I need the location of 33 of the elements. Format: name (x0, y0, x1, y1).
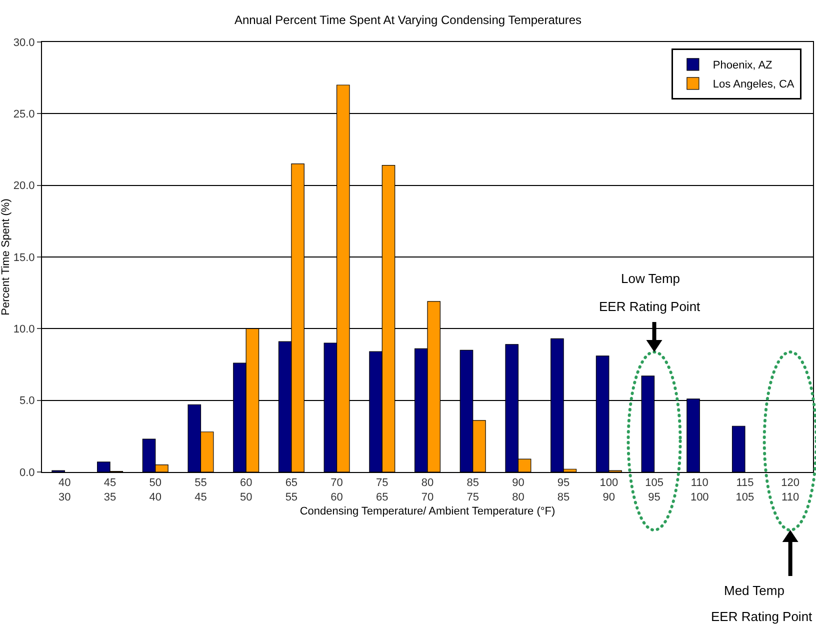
y-tick-label: 20.0 (13, 180, 35, 192)
x-tick-label: 40 30 (58, 477, 71, 504)
x-axis-title: Condensing Temperature/ Ambient Temperature (°F) (300, 506, 556, 518)
x-tick-label: 85 75 (466, 477, 479, 504)
y-tick-label: 30.0 (13, 36, 35, 49)
y-axis-title: Percent Time Spent (%) (0, 198, 12, 316)
x-tick-label: 95 85 (557, 477, 570, 504)
chart-title: Annual Percent Time Spent At Varying Condensing Temperatures (234, 13, 582, 28)
x-tick-label: 120 110 (781, 477, 800, 504)
x-tick-label: 115 105 (736, 477, 754, 504)
x-tick-label: 75 65 (376, 477, 388, 504)
x-tick-label: 105 95 (645, 477, 664, 504)
y-tick-label: 15.0 (13, 252, 35, 264)
x-tick-label: 100 90 (600, 477, 618, 504)
x-tick-label: 80 70 (421, 477, 434, 504)
x-tick-label: 60 50 (240, 477, 252, 504)
x-tick-label: 90 80 (512, 477, 524, 504)
legend-label: Phoenix, AZ (712, 60, 773, 72)
legend-label: Los Angeles, CA (712, 78, 795, 91)
y-tick-label: 0.0 (20, 466, 35, 479)
text: EER Rating Point (711, 609, 813, 624)
x-tick-label: 50 40 (149, 477, 162, 504)
y-tick-label: 10.0 (13, 324, 35, 336)
annotation: EER Rating Point (599, 299, 701, 314)
text: Med Temp (724, 583, 784, 598)
x-tick-label: 65 55 (285, 477, 298, 504)
annotation: Low Temp (621, 271, 680, 286)
x-tick-label: 55 45 (194, 477, 207, 504)
x-tick-label: 70 60 (330, 477, 343, 504)
x-tick-label: 110 100 (690, 477, 709, 504)
x-tick-label: 45 35 (104, 477, 116, 504)
y-tick-label: 5.0 (20, 395, 35, 408)
y-tick-label: 25.0 (13, 108, 35, 121)
